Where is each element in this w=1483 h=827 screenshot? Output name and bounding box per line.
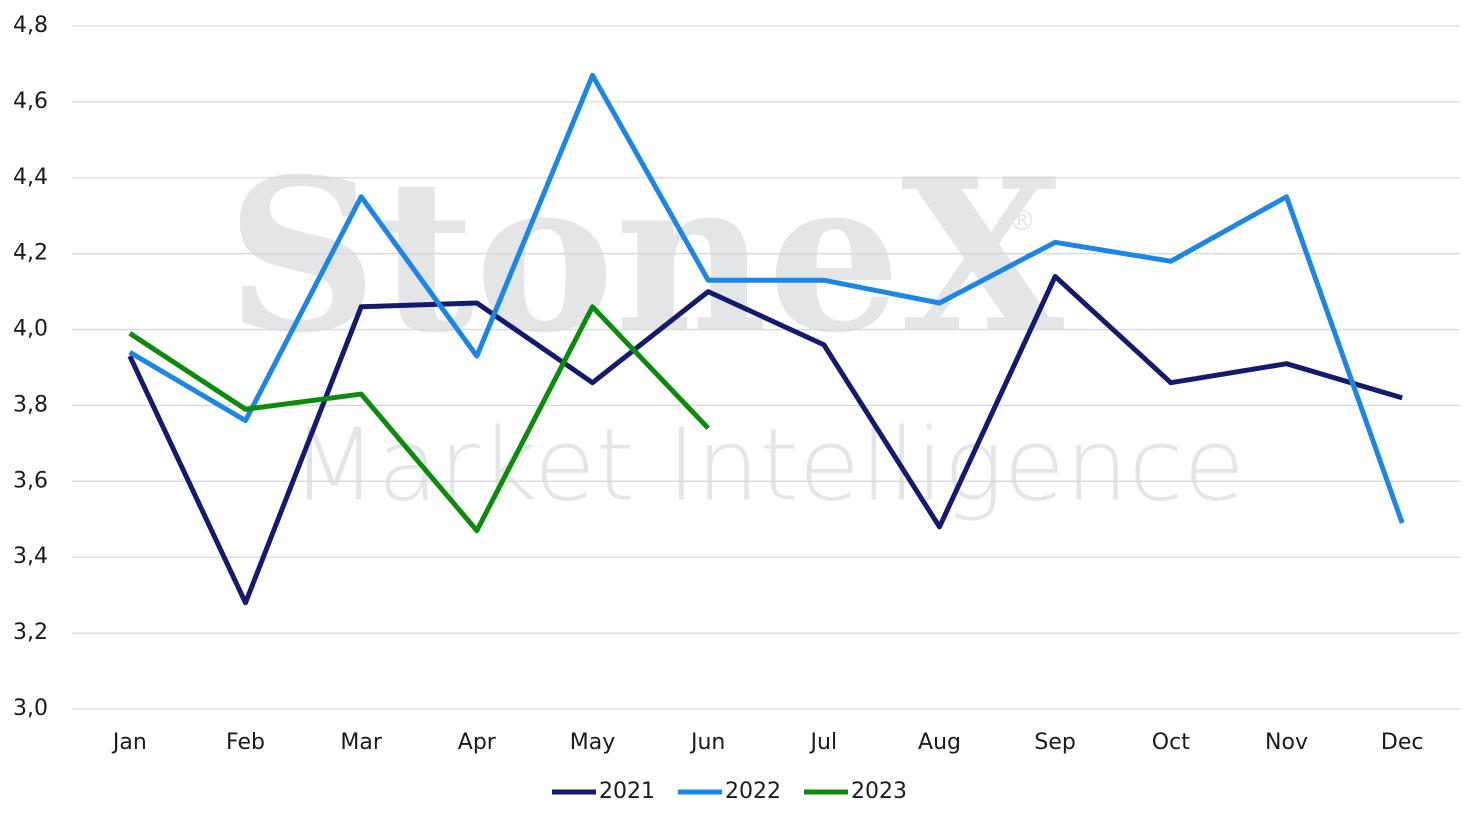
y-tick-label: 3,4: [13, 544, 48, 569]
y-tick-label: 4,2: [13, 241, 48, 266]
legend-label: 2022: [725, 779, 781, 804]
y-tick-label: 3,2: [13, 620, 48, 645]
y-tick-label: 4,6: [13, 89, 48, 114]
x-tick-label: May: [570, 730, 615, 755]
legend-label: 2023: [851, 779, 907, 804]
series-line: [127, 273, 1403, 606]
x-tick-label: Feb: [226, 730, 265, 755]
y-tick-label: 4,0: [13, 317, 48, 342]
watermark-subtitle: Market Intelligence: [291, 406, 1245, 523]
x-tick-label: Jul: [809, 730, 838, 755]
watermark-mark: ®: [1008, 204, 1036, 237]
x-tick-label: Apr: [458, 730, 497, 755]
x-tick-label: Dec: [1381, 730, 1424, 755]
x-tick-label: Jan: [111, 730, 147, 755]
y-tick-label: 3,0: [13, 696, 48, 721]
x-tick-label: Mar: [340, 730, 382, 755]
y-tick-label: 4,8: [13, 13, 48, 38]
legend-label: 2021: [599, 779, 655, 804]
series-line: [128, 72, 1405, 524]
y-tick-label: 3,8: [13, 392, 48, 417]
y-tick-label: 4,4: [13, 165, 48, 190]
x-tick-label: Sep: [1034, 730, 1075, 755]
x-tick-label: Oct: [1152, 730, 1190, 755]
x-tick-label: Jun: [689, 730, 725, 755]
x-tick-label: Nov: [1265, 730, 1308, 755]
x-tick-label: Aug: [918, 730, 961, 755]
series-line: [128, 304, 710, 534]
y-tick-label: 3,6: [13, 468, 48, 493]
